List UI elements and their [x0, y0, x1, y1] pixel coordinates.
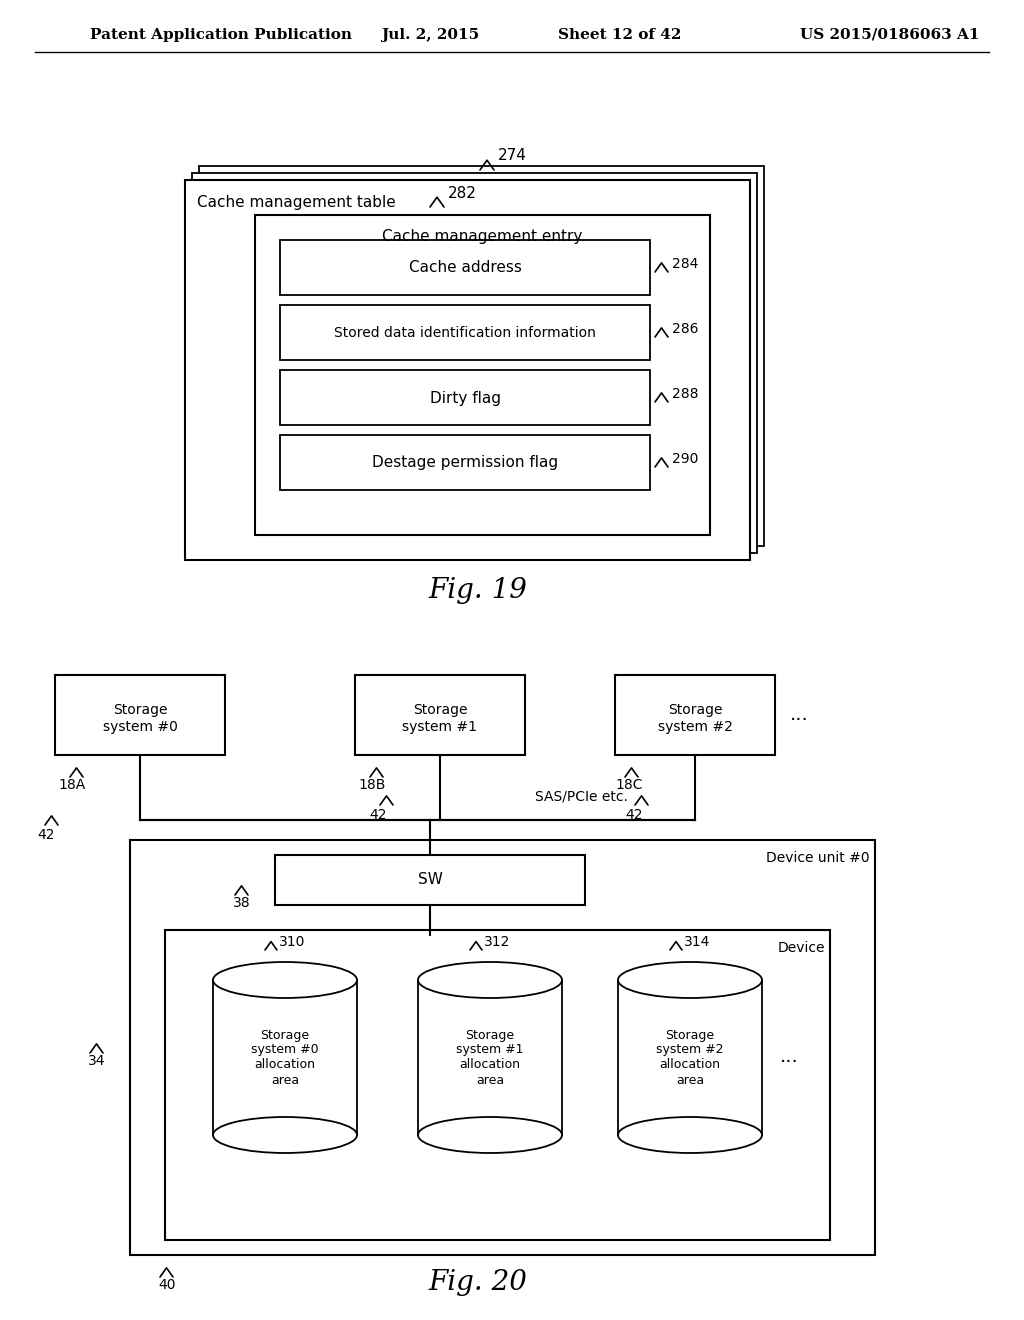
Text: 40: 40 — [158, 1278, 175, 1292]
Text: system #0: system #0 — [102, 719, 177, 734]
Bar — [418, 979, 562, 1135]
Bar — [280, 305, 650, 360]
Text: Fig. 20: Fig. 20 — [429, 1269, 527, 1295]
Bar — [165, 931, 830, 1239]
Text: 34: 34 — [88, 1053, 105, 1068]
Text: system #2: system #2 — [657, 719, 732, 734]
Text: Destage permission flag: Destage permission flag — [372, 455, 558, 470]
Bar — [55, 675, 225, 755]
Bar — [214, 979, 356, 981]
Bar — [355, 675, 525, 755]
Text: 42: 42 — [625, 808, 642, 822]
Bar — [615, 675, 775, 755]
Text: Sheet 12 of 42: Sheet 12 of 42 — [558, 28, 682, 42]
Text: Cache address: Cache address — [409, 260, 521, 276]
Text: 284: 284 — [672, 257, 698, 271]
Text: SW: SW — [418, 873, 442, 887]
Ellipse shape — [618, 1117, 762, 1152]
Text: 286: 286 — [672, 322, 698, 337]
Text: 310: 310 — [279, 935, 305, 949]
Text: Patent Application Publication: Patent Application Publication — [90, 28, 352, 42]
Text: ...: ... — [780, 1048, 799, 1067]
Bar — [280, 436, 650, 490]
Text: Cache management table: Cache management table — [197, 194, 395, 210]
Bar — [213, 979, 357, 1135]
Text: system #1: system #1 — [402, 719, 477, 734]
Text: 312: 312 — [484, 935, 510, 949]
Ellipse shape — [418, 1117, 562, 1152]
Text: Stored data identification information: Stored data identification information — [334, 326, 596, 341]
Bar — [275, 855, 585, 906]
Text: 42: 42 — [37, 828, 54, 842]
Text: US 2015/0186063 A1: US 2015/0186063 A1 — [800, 28, 980, 42]
Text: Storage: Storage — [113, 704, 167, 717]
Bar — [280, 370, 650, 425]
Text: 18B: 18B — [358, 777, 385, 792]
Text: 288: 288 — [672, 387, 698, 401]
Bar — [130, 840, 874, 1255]
Text: Cache management entry: Cache management entry — [382, 230, 583, 244]
Text: Storage
system #2
allocation
area: Storage system #2 allocation area — [656, 1028, 724, 1086]
Ellipse shape — [213, 1117, 357, 1152]
Text: 18A: 18A — [58, 777, 85, 792]
Bar — [255, 215, 710, 535]
Text: 314: 314 — [684, 935, 711, 949]
Text: 282: 282 — [449, 186, 477, 201]
Text: 274: 274 — [498, 149, 527, 164]
Text: Dirty flag: Dirty flag — [429, 391, 501, 405]
Text: Storage
system #0
allocation
area: Storage system #0 allocation area — [251, 1028, 318, 1086]
Bar — [199, 166, 764, 546]
Ellipse shape — [618, 962, 762, 998]
Text: Storage
system #1
allocation
area: Storage system #1 allocation area — [457, 1028, 523, 1086]
Text: Jul. 2, 2015: Jul. 2, 2015 — [381, 28, 479, 42]
Bar — [618, 979, 762, 1135]
Text: Fig. 19: Fig. 19 — [429, 577, 527, 603]
Bar — [185, 180, 750, 560]
Text: Storage: Storage — [413, 704, 467, 717]
Text: 18C: 18C — [615, 777, 642, 792]
Text: Device unit #0: Device unit #0 — [766, 851, 870, 865]
Text: 42: 42 — [369, 808, 386, 822]
Ellipse shape — [213, 962, 357, 998]
Bar — [618, 979, 761, 981]
Text: ...: ... — [790, 705, 809, 725]
Text: SAS/PCIe etc.: SAS/PCIe etc. — [535, 789, 628, 804]
Text: Device: Device — [777, 941, 825, 954]
Text: Storage: Storage — [668, 704, 722, 717]
Bar — [419, 979, 561, 981]
Bar — [280, 240, 650, 294]
Bar — [193, 173, 757, 553]
Ellipse shape — [418, 962, 562, 998]
Text: 38: 38 — [233, 896, 251, 909]
Text: 290: 290 — [672, 451, 698, 466]
